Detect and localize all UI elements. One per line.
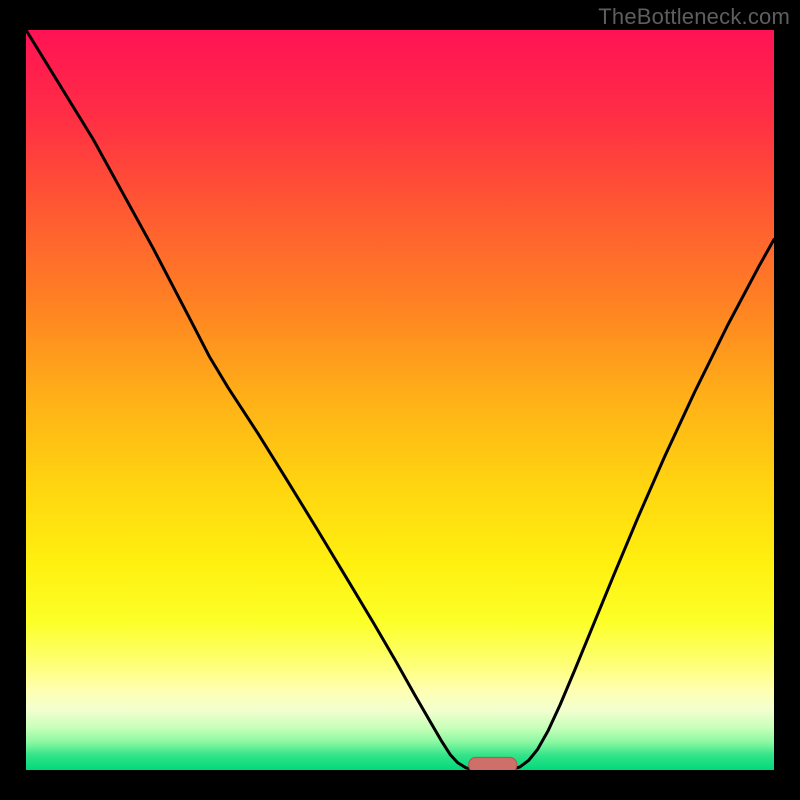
plot-background <box>26 30 774 770</box>
watermark-text: TheBottleneck.com <box>598 4 790 30</box>
bottleneck-chart <box>0 0 800 800</box>
frame-bottom <box>0 770 800 800</box>
frame-left <box>0 0 26 800</box>
frame-right <box>774 0 800 800</box>
